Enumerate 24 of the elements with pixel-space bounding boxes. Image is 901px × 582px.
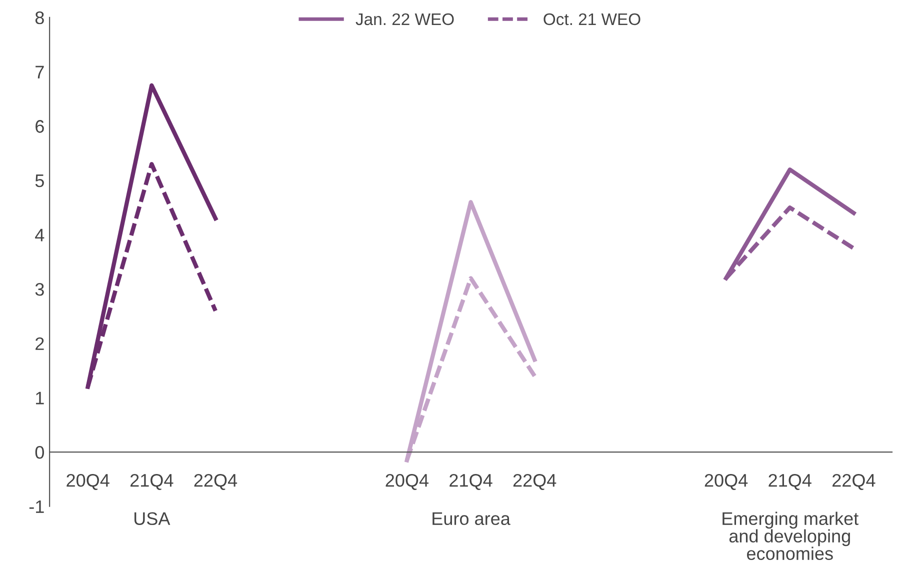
x-tick-label: 22Q4: [832, 474, 876, 490]
y-tick-label: 1: [36, 392, 44, 404]
x-tick-label: 20Q4: [66, 474, 110, 490]
y-tick-label: -1: [29, 500, 44, 513]
text: Emerging market and developing economies: [722, 512, 858, 560]
y-tick-label: 6: [36, 120, 44, 133]
x-tick-label: 20Q4: [704, 474, 748, 490]
text: USA: [134, 512, 170, 526]
text: Euro area: [432, 512, 510, 526]
y-tick-label: 5: [35, 174, 44, 188]
x-tick-label: 20Q4: [386, 474, 429, 490]
x-tick-label: 21Q4: [768, 474, 812, 490]
y-tick-label: 2: [36, 337, 44, 350]
y-tick-label: 0: [35, 446, 44, 459]
y-tick-label: 4: [35, 228, 44, 242]
y-tick-label: 7: [36, 66, 44, 78]
x-tick-label: 22Q4: [513, 474, 556, 490]
x-tick-label: 21Q4: [130, 474, 174, 490]
x-tick-label: 22Q4: [194, 474, 238, 490]
y-tick-label: 8: [35, 11, 44, 24]
y-tick-label: 3: [35, 282, 44, 296]
x-tick-label: 21Q4: [450, 474, 492, 490]
legend-label: Oct. 21 WEO: [544, 13, 640, 26]
legend-label: Jan. 22 WEO: [356, 13, 454, 26]
